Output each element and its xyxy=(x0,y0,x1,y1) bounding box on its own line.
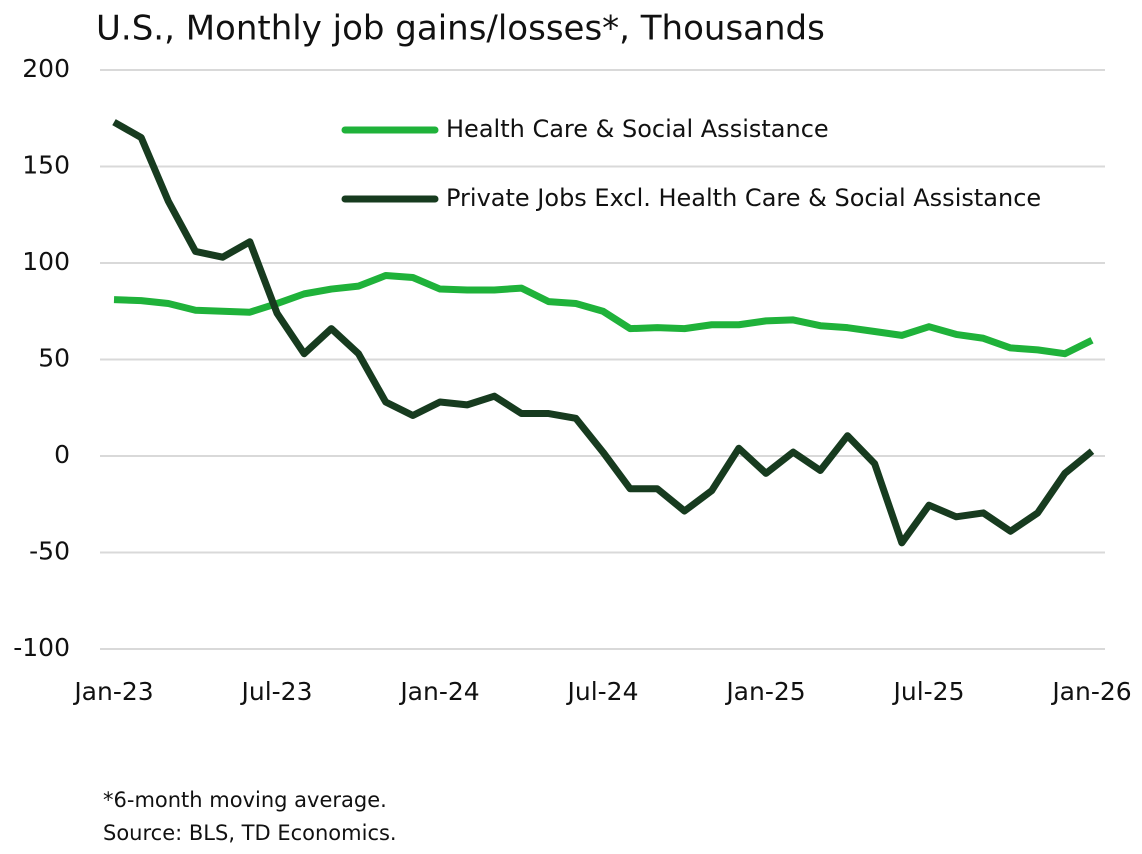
y-tick-label: -100 xyxy=(13,633,70,662)
legend-label: Health Care & Social Assistance xyxy=(446,115,829,143)
x-tick-label: Jul-24 xyxy=(566,677,639,706)
x-tick-label: Jan-25 xyxy=(724,677,805,706)
series-line xyxy=(112,119,1095,547)
y-tick-label: 50 xyxy=(38,344,70,373)
x-tick-label: Jul-25 xyxy=(892,677,965,706)
y-tick-label: 200 xyxy=(22,54,70,83)
x-tick-label: Jan-26 xyxy=(1050,677,1131,706)
footnote: Source: BLS, TD Economics. xyxy=(103,821,397,845)
y-tick-label: 100 xyxy=(22,247,70,276)
series-line xyxy=(113,272,1094,358)
y-tick-label: 150 xyxy=(22,151,70,180)
x-tick-label: Jan-23 xyxy=(72,677,153,706)
y-tick-label: -50 xyxy=(29,537,70,566)
legend-label: Private Jobs Excl. Health Care & Social … xyxy=(446,184,1041,212)
x-tick-label: Jul-23 xyxy=(240,677,313,706)
footnote: *6-month moving average. xyxy=(103,788,387,812)
x-tick-label: Jan-24 xyxy=(398,677,479,706)
y-tick-label: 0 xyxy=(54,440,70,469)
chart-title: U.S., Monthly job gains/losses*, Thousan… xyxy=(96,9,825,49)
